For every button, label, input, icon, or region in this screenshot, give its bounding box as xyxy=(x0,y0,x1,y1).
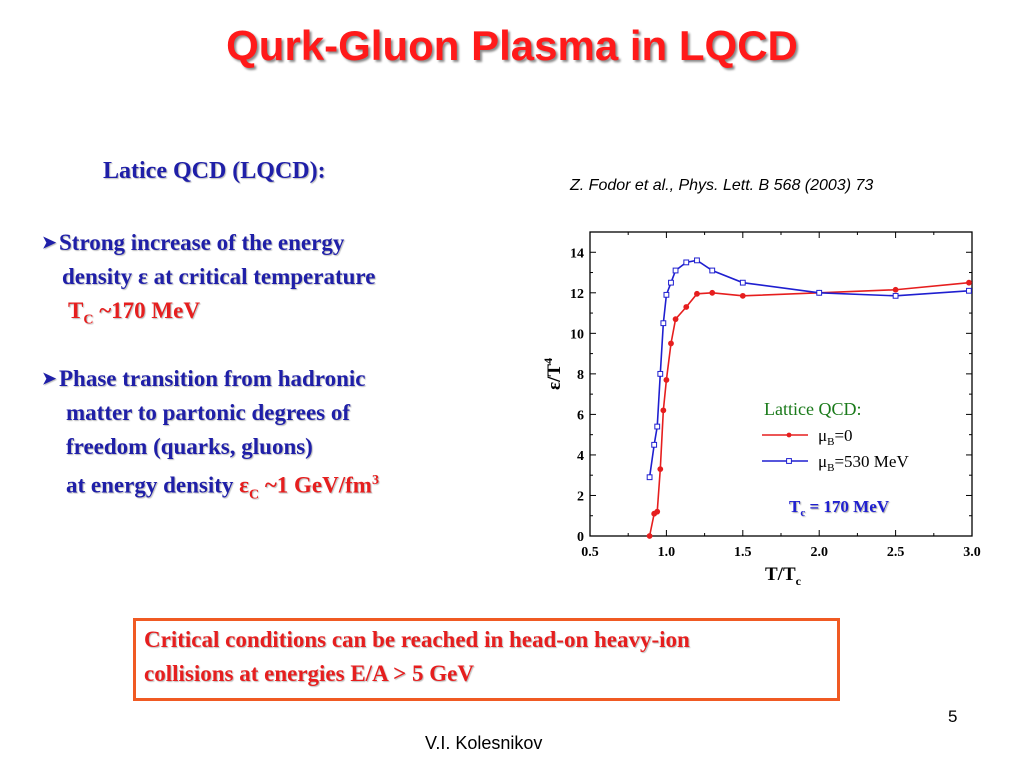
data-point-1 xyxy=(966,287,972,294)
data-point-1 xyxy=(651,441,658,448)
energy-density-chart: 0.5 1.0 1.5 2.0 2.5 3.0 0 2 4 6 8 10 12 14 T/Tc ε/T4 Lat… xyxy=(541,231,981,588)
data-point-1 xyxy=(694,257,700,264)
arrow-bullet-icon: ➤ xyxy=(42,369,57,388)
conclusion-line-2: collisions at energies E/A > 5 GeV xyxy=(144,661,474,686)
arrow-bullet-icon: ➤ xyxy=(42,233,57,252)
page-number: 5 xyxy=(948,707,958,726)
y-tick-label: 14 xyxy=(570,246,584,261)
y-tick-label: 8 xyxy=(577,368,584,383)
data-point-0 xyxy=(660,407,667,414)
data-point-0 xyxy=(663,377,670,383)
y-tick-label: 2 xyxy=(577,489,584,504)
conclusion-box: Critical conditions can be reached in he… xyxy=(133,618,840,701)
x-tick-label: 0.5 xyxy=(581,545,599,560)
bullet-2-line-3: freedom (quarks, gluons) xyxy=(66,434,313,459)
data-point-0 xyxy=(739,292,746,299)
data-point-1 xyxy=(672,267,679,274)
data-point-1 xyxy=(683,259,690,266)
x-tick-label: 1.0 xyxy=(658,545,676,560)
data-point-0 xyxy=(709,289,716,296)
author: V.I. Kolesnikov xyxy=(425,733,543,753)
y-tick-label: 6 xyxy=(577,408,584,423)
data-point-0 xyxy=(672,316,679,323)
bullet-2-line-1: ➤ Phase transition from hadronic xyxy=(42,362,379,396)
plot-frame xyxy=(589,231,973,537)
bullet-1-tc: TC ~170 MeV xyxy=(68,298,200,328)
data-point-1 xyxy=(668,279,674,286)
y-axis-label: ε/T4 xyxy=(541,358,565,390)
bullet-1: ➤ Strong increase of the energy density ε… xyxy=(42,226,375,338)
legend-label-1: μB=530 MeV xyxy=(818,452,909,474)
legend-marker-1 xyxy=(786,458,792,464)
data-point-0 xyxy=(654,508,661,515)
data-point-0 xyxy=(657,466,664,473)
x-tick-label: 2.5 xyxy=(887,545,905,560)
x-axis-label: T/Tc xyxy=(765,564,802,588)
x-tick-label: 2.0 xyxy=(810,545,828,560)
conclusion-line-1: Critical conditions can be reached in he… xyxy=(144,627,690,652)
data-point-0 xyxy=(683,304,690,310)
data-point-0 xyxy=(646,533,653,539)
y-tick-label: 12 xyxy=(570,287,584,302)
data-point-1 xyxy=(654,423,661,430)
subheading: Latice QCD (LQCD): xyxy=(103,158,326,184)
data-point-0 xyxy=(668,340,674,347)
data-point-1 xyxy=(663,291,670,298)
data-point-1 xyxy=(892,292,899,299)
data-point-0 xyxy=(694,290,700,297)
bullet-2: ➤ Phase transition from hadronic matter t… xyxy=(42,362,379,512)
data-point-1 xyxy=(657,370,664,377)
bullet-2-line-2: matter to partonic degrees of xyxy=(66,400,351,425)
x-tick-label: 3.0 xyxy=(963,545,981,560)
data-point-1 xyxy=(739,279,746,286)
slide-title: Qurk-Gluon Plasma in LQCD xyxy=(226,22,798,69)
y-tick-label: 4 xyxy=(577,449,584,464)
data-point-1 xyxy=(660,320,667,327)
data-point-0 xyxy=(966,279,972,286)
bullet-1-line-2: density ε at critical temperature xyxy=(62,264,376,289)
bullet-2-line-4: at energy density εC ~1 GeV/fm3 xyxy=(66,472,379,503)
data-point-1 xyxy=(709,267,716,274)
data-point-1 xyxy=(646,474,653,481)
citation: Z. Fodor et al., Phys. Lett. B 568 (2003… xyxy=(570,177,874,194)
data-point-1 xyxy=(816,289,823,296)
tc-annotation: Tc = 170 MeV xyxy=(789,497,890,519)
y-tick-label: 0 xyxy=(577,530,584,545)
legend-title: Lattice QCD: xyxy=(764,399,861,419)
y-tick-label: 10 xyxy=(570,327,584,342)
data-point-0 xyxy=(892,286,899,293)
legend-label-0: μB=0 xyxy=(818,426,853,448)
legend-marker-0 xyxy=(786,432,792,438)
bullet-1-line-1: ➤ Strong increase of the energy xyxy=(42,226,375,260)
x-tick-label: 1.5 xyxy=(734,545,752,560)
